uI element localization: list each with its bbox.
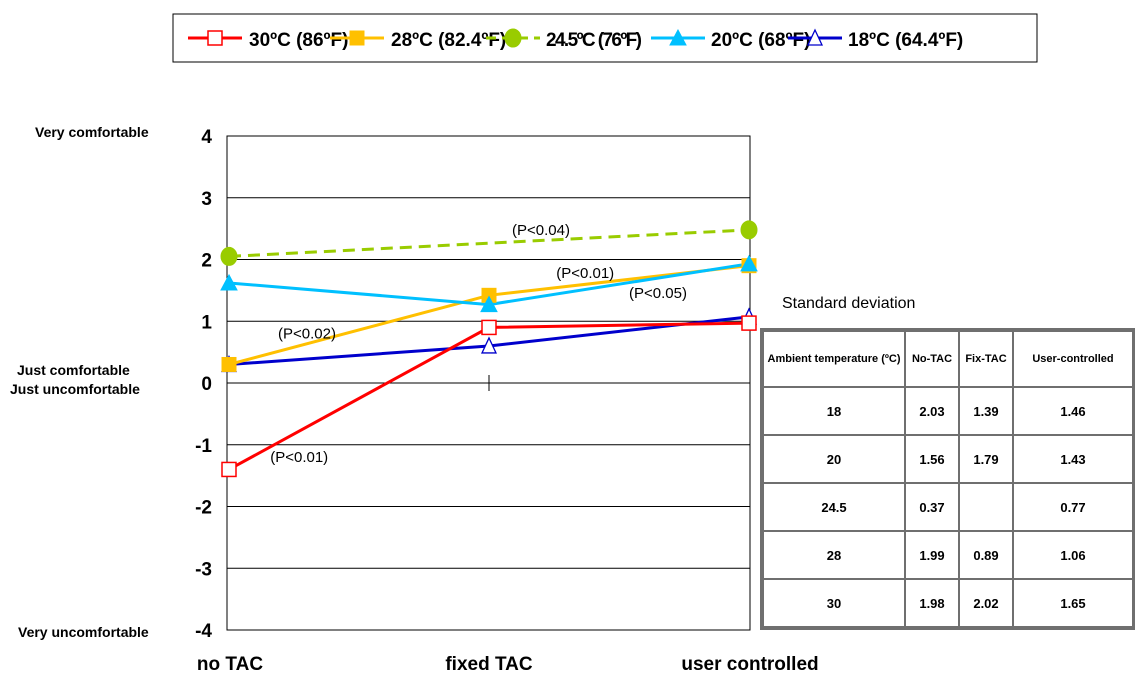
table-cell: 1.56 <box>905 435 959 483</box>
table-title: Standard deviation <box>782 295 916 312</box>
table-cell: 2.03 <box>905 387 959 435</box>
table-cell: 0.89 <box>959 531 1013 579</box>
p-value-annotation: (P<0.02) <box>278 326 336 343</box>
table-header-row: Ambient temperature (ºC) No-TAC Fix-TAC … <box>763 331 1133 387</box>
y-tick-label: 3 <box>201 189 212 210</box>
data-point <box>220 246 238 266</box>
legend-marker <box>349 30 365 46</box>
table-cell: 1.46 <box>1013 387 1133 435</box>
y-tick-label: 0 <box>201 374 212 395</box>
series-line <box>228 228 750 258</box>
p-value-annotation: (P<0.05) <box>629 285 687 302</box>
y-category-label: Just comfortable <box>17 362 130 378</box>
table-header-cell: Ambient temperature (ºC) <box>763 331 905 387</box>
legend-marker <box>669 28 687 46</box>
y-tick-label: 1 <box>201 312 212 333</box>
p-value-annotation: (P<0.01) <box>556 265 614 282</box>
table-row: 30 1.98 2.02 1.65 <box>763 579 1133 627</box>
table-cell: 1.98 <box>905 579 959 627</box>
table-cell: 20 <box>763 435 905 483</box>
table-cell: 1.39 <box>959 387 1013 435</box>
table-cell <box>959 483 1013 531</box>
y-tick-label: 2 <box>201 251 212 272</box>
data-point <box>221 461 237 478</box>
x-tick-label: user controlled <box>681 654 818 675</box>
y-category-label: Very uncomfortable <box>18 624 149 640</box>
y-tick-label: -2 <box>195 498 212 519</box>
legend-label: 20ºC (68ºF) <box>711 30 810 51</box>
p-value-annotation: (P<0.04) <box>512 222 570 239</box>
table-row: 24.5 0.37 0.77 <box>763 483 1133 531</box>
data-point <box>740 254 758 272</box>
table-cell: 1.79 <box>959 435 1013 483</box>
table-row: 18 2.03 1.39 1.46 <box>763 387 1133 435</box>
y-tick-label: -1 <box>195 436 212 457</box>
table-cell: 1.06 <box>1013 531 1133 579</box>
data-point <box>481 319 497 336</box>
p-value-annotation: (P<0.01) <box>270 449 328 466</box>
y-category-label: Just uncomfortable <box>10 381 140 397</box>
table-cell: 0.77 <box>1013 483 1133 531</box>
table-cell: 1.43 <box>1013 435 1133 483</box>
data-point <box>741 315 757 331</box>
x-tick-label: fixed TAC <box>445 654 533 675</box>
std-deviation-table: Ambient temperature (ºC) No-TAC Fix-TAC … <box>760 328 1135 630</box>
table-cell: 2.02 <box>959 579 1013 627</box>
y-category-label: Very comfortable <box>35 124 149 140</box>
legend-label: 24.5ºC (76ºF) <box>546 30 642 51</box>
legend-label: 28ºC (82.4ºF) <box>391 30 506 51</box>
table-header-cell: User-controlled <box>1013 331 1133 387</box>
table-cell: 1.65 <box>1013 579 1133 627</box>
data-point <box>480 295 498 313</box>
table-cell: 18 <box>763 387 905 435</box>
data-point <box>221 356 237 372</box>
legend-marker <box>806 28 824 46</box>
plot-area <box>226 135 751 631</box>
x-tick-label: no TAC <box>197 654 263 675</box>
table-header-cell: Fix-TAC <box>959 331 1013 387</box>
table-cell: 24.5 <box>763 483 905 531</box>
table-row: 28 1.99 0.89 1.06 <box>763 531 1133 579</box>
legend-label: 30ºC (86ºF) <box>249 30 348 51</box>
data-point <box>220 273 238 291</box>
data-point <box>480 336 498 354</box>
legend-marker <box>504 28 522 48</box>
table-cell: 30 <box>763 579 905 627</box>
table-header-cell: No-TAC <box>905 331 959 387</box>
y-tick-label: -3 <box>195 559 212 580</box>
legend-marker <box>207 30 223 46</box>
legend-box <box>172 13 1038 63</box>
table-row: 20 1.56 1.79 1.43 <box>763 435 1133 483</box>
table-cell: 1.99 <box>905 531 959 579</box>
table-cell: 0.37 <box>905 483 959 531</box>
table-cell: 28 <box>763 531 905 579</box>
y-tick-label: -4 <box>195 621 212 642</box>
y-tick-label: 4 <box>201 127 212 148</box>
legend-label: 18ºC (64.4ºF) <box>848 30 963 51</box>
data-point <box>740 220 758 240</box>
